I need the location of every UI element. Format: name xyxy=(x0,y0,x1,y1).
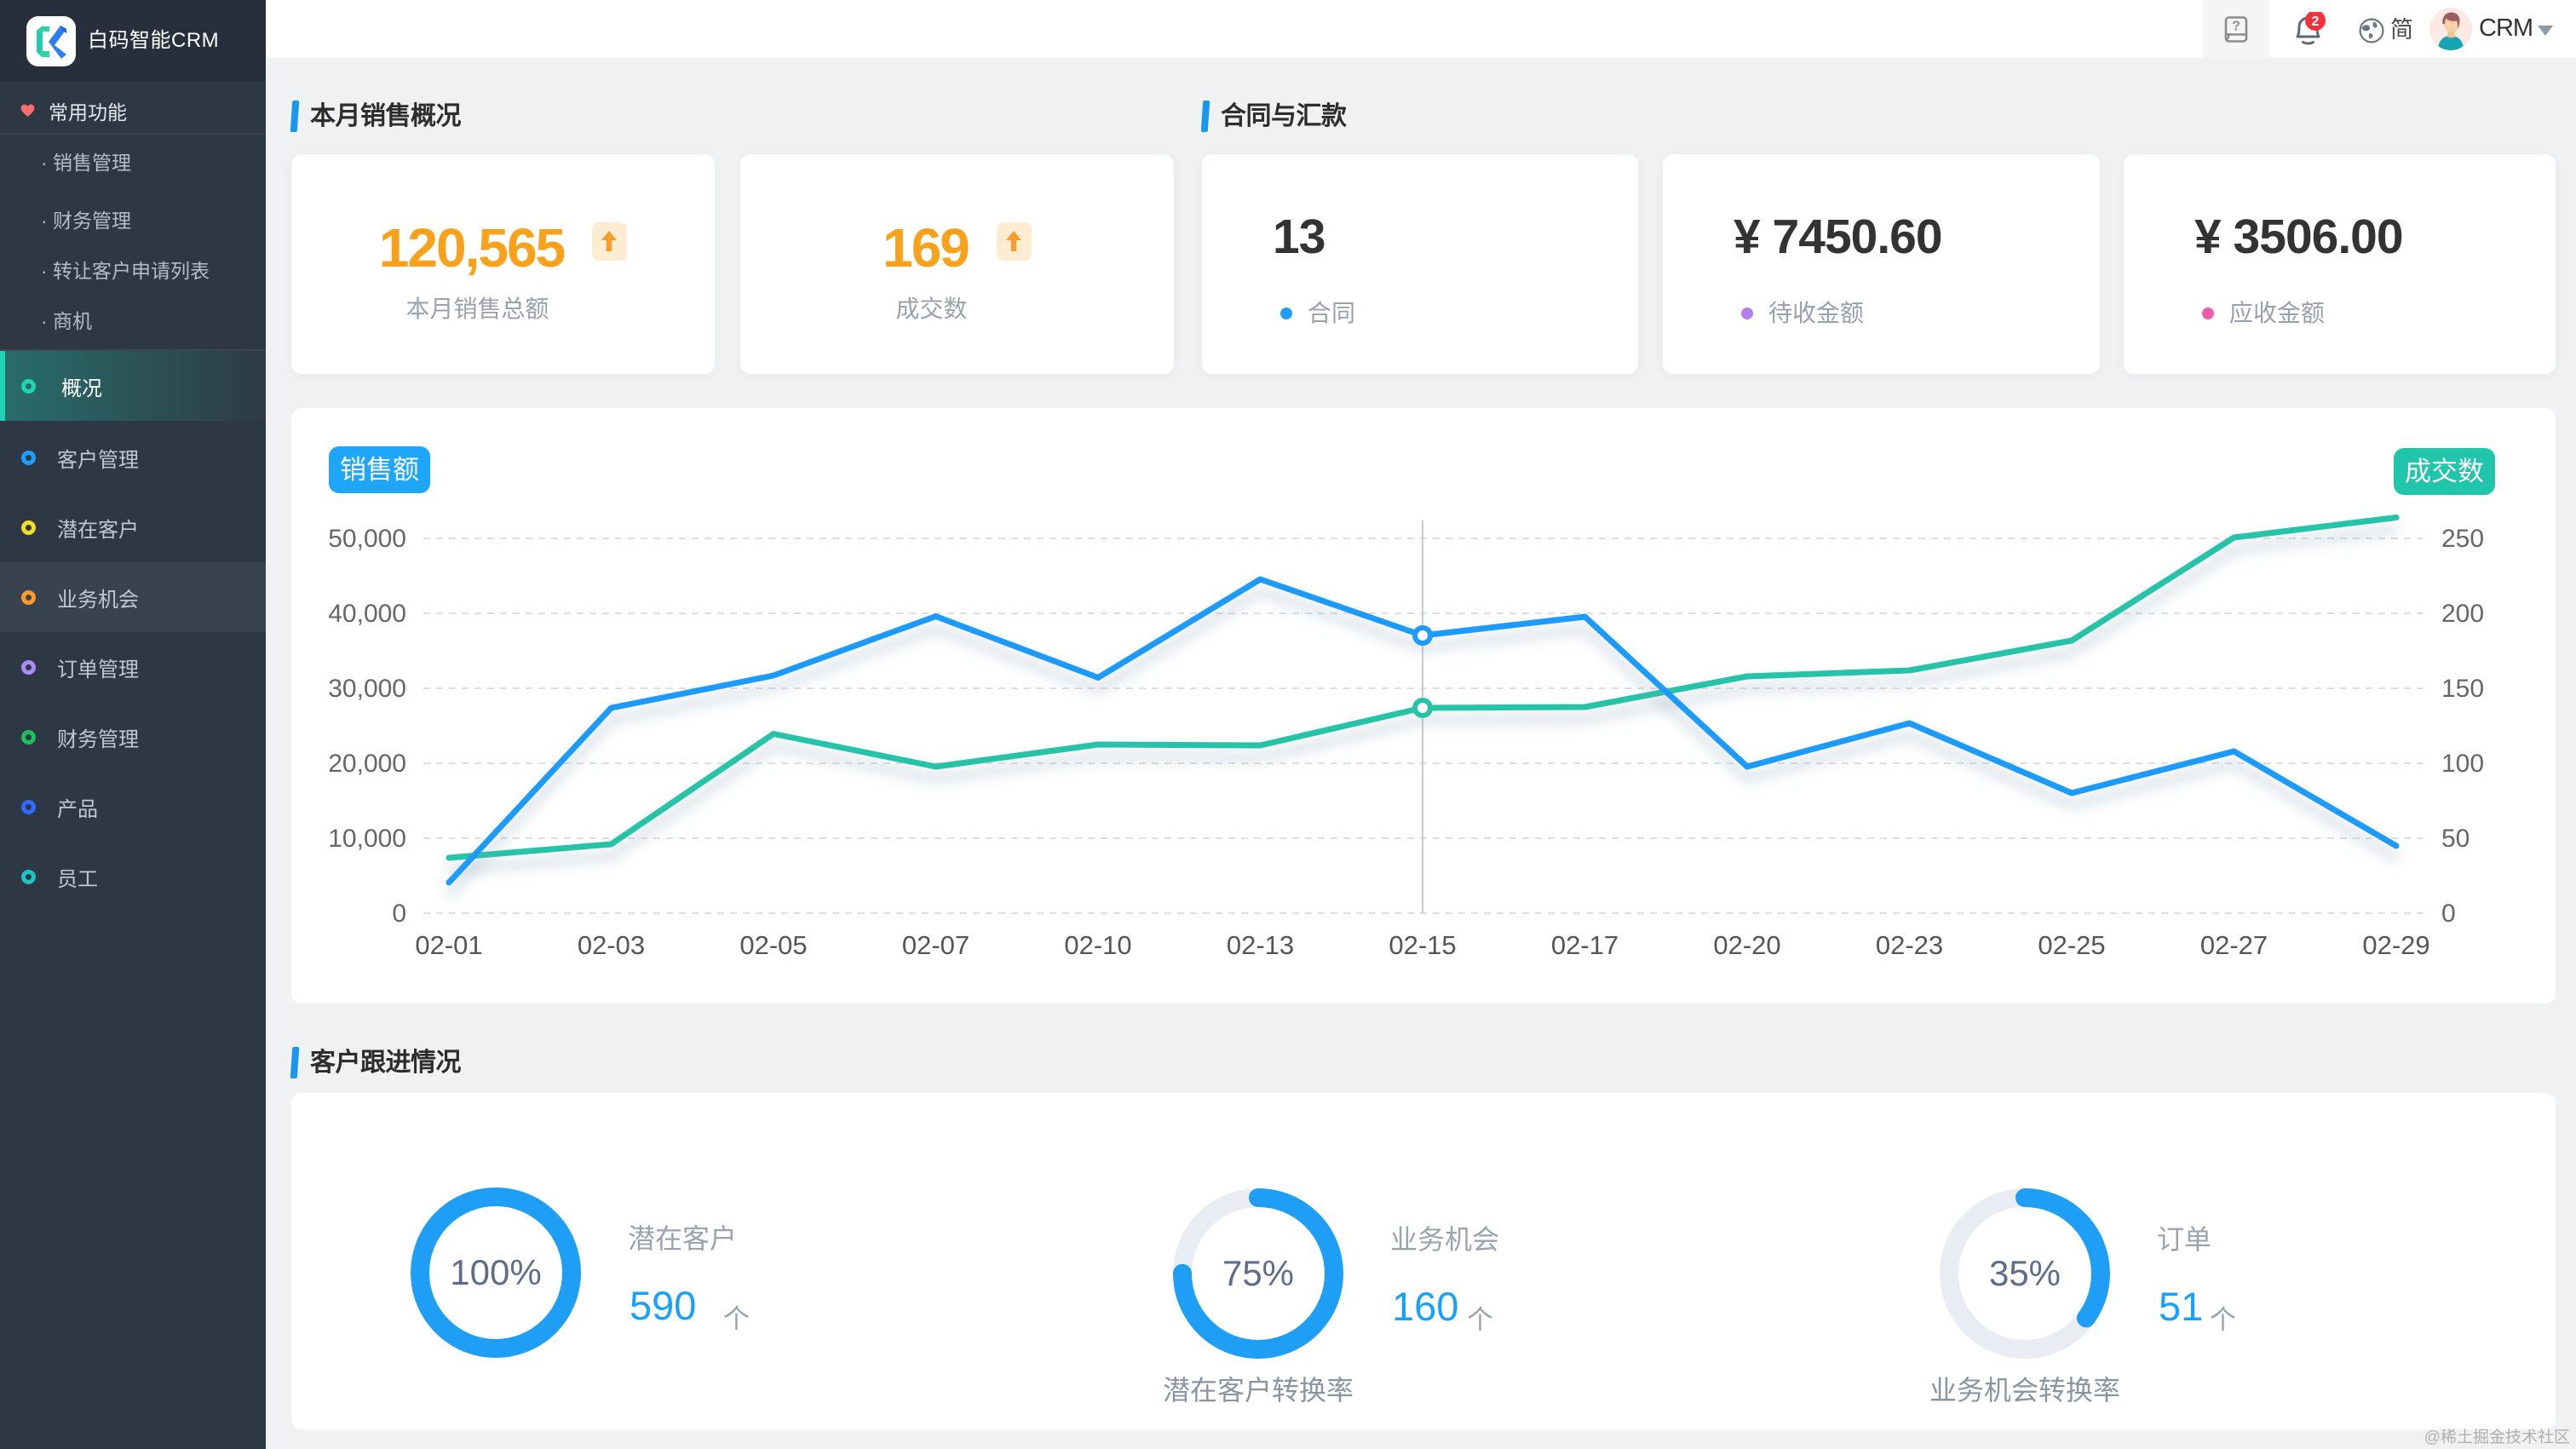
svg-text:02-03: 02-03 xyxy=(578,930,645,960)
svg-text:0: 0 xyxy=(392,900,406,928)
svg-text:02-20: 02-20 xyxy=(1713,930,1780,960)
svg-text:2: 2 xyxy=(2312,14,2320,29)
svg-text:02-01: 02-01 xyxy=(415,930,482,960)
svg-text:0: 0 xyxy=(2441,900,2456,928)
svg-text:02-25: 02-25 xyxy=(2038,930,2105,960)
svg-text:50,000: 50,000 xyxy=(328,525,406,553)
svg-text:100: 100 xyxy=(2441,750,2484,778)
svg-text:50: 50 xyxy=(2441,825,2470,853)
svg-text:02-15: 02-15 xyxy=(1389,930,1456,960)
svg-text:200: 200 xyxy=(2441,600,2484,628)
svg-text:02-05: 02-05 xyxy=(739,930,807,960)
svg-text:02-27: 02-27 xyxy=(2200,930,2268,960)
svg-text:150: 150 xyxy=(2441,675,2484,703)
svg-text:02-29: 02-29 xyxy=(2362,930,2429,960)
svg-text:02-17: 02-17 xyxy=(1551,930,1619,960)
svg-text:?: ? xyxy=(2232,20,2240,34)
svg-text:02-23: 02-23 xyxy=(1876,930,1943,960)
svg-text:02-13: 02-13 xyxy=(1227,930,1294,960)
svg-text:40,000: 40,000 xyxy=(328,600,406,628)
svg-text:02-10: 02-10 xyxy=(1064,930,1131,960)
svg-text:20,000: 20,000 xyxy=(328,750,406,778)
svg-text:02-07: 02-07 xyxy=(902,930,969,960)
svg-text:30,000: 30,000 xyxy=(328,675,406,703)
svg-text:10,000: 10,000 xyxy=(328,825,406,853)
svg-text:250: 250 xyxy=(2441,525,2484,553)
